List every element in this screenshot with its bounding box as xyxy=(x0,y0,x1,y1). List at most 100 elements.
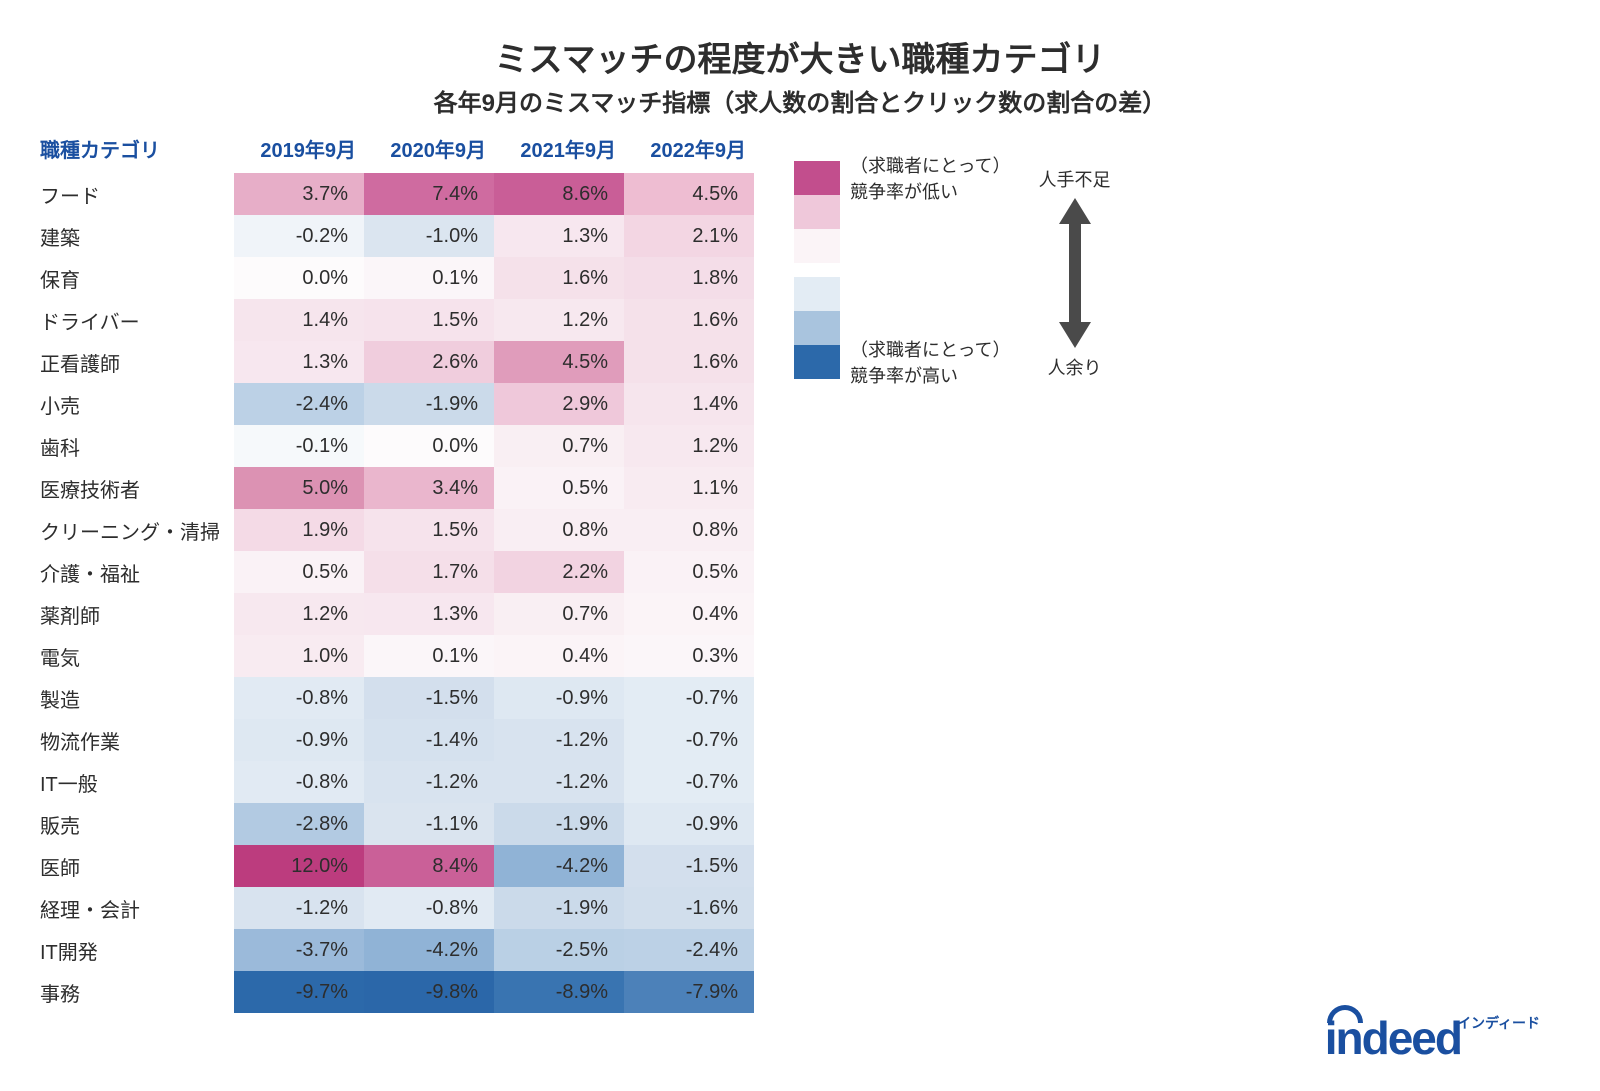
row-label: 正看護師 xyxy=(40,341,234,383)
heatmap-cell: 0.1% xyxy=(364,635,494,677)
heatmap-cell: -1.5% xyxy=(364,677,494,719)
heatmap-cell: -1.1% xyxy=(364,803,494,845)
heatmap-cell: 1.4% xyxy=(234,299,364,341)
row-label: 販売 xyxy=(40,803,234,845)
heatmap-cell: 1.8% xyxy=(624,257,754,299)
heatmap-cell: 1.6% xyxy=(624,341,754,383)
legend-swatch xyxy=(794,229,840,263)
row-label: 歯科 xyxy=(40,425,234,467)
heatmap-cell: 1.1% xyxy=(624,467,754,509)
heatmap-cell: 1.3% xyxy=(364,593,494,635)
legend-arrow-bot-label: 人余り xyxy=(1048,354,1102,380)
heatmap-cell: -0.2% xyxy=(234,215,364,257)
heatmap-cell: 0.0% xyxy=(364,425,494,467)
row-label: 小売 xyxy=(40,383,234,425)
heatmap-cell: 0.5% xyxy=(624,551,754,593)
logo-ruby: インディード xyxy=(1457,1013,1540,1033)
heatmap-cell: -1.2% xyxy=(364,761,494,803)
legend-arrow-top-label: 人手不足 xyxy=(1039,166,1111,192)
heatmap-cell: -1.6% xyxy=(624,887,754,929)
heatmap-cell: -1.0% xyxy=(364,215,494,257)
heatmap-cell: -8.9% xyxy=(494,971,624,1013)
table-row: 物流作業-0.9%-1.4%-1.2%-0.7% xyxy=(40,719,754,761)
heatmap-cell: -0.8% xyxy=(234,677,364,719)
row-label: IT一般 xyxy=(40,761,234,803)
row-label: 製造 xyxy=(40,677,234,719)
indeed-logo: indeed インディード xyxy=(1325,1013,1540,1061)
legend-row: （求職者にとって）競争率が高い xyxy=(794,345,1011,379)
heatmap-cell: -1.5% xyxy=(624,845,754,887)
heatmap-cell: 0.4% xyxy=(494,635,624,677)
heatmap-cell: -0.1% xyxy=(234,425,364,467)
chart-title: ミスマッチの程度が大きい職種カテゴリ xyxy=(40,32,1560,81)
legend-row: （求職者にとって）競争率が低い xyxy=(794,161,1011,195)
heatmap-cell: 1.5% xyxy=(364,509,494,551)
table-row: 正看護師1.3%2.6%4.5%1.6% xyxy=(40,341,754,383)
heatmap-cell: -9.7% xyxy=(234,971,364,1013)
heatmap-cell: 1.2% xyxy=(234,593,364,635)
row-label: IT開発 xyxy=(40,929,234,971)
heatmap-cell: -0.7% xyxy=(624,719,754,761)
table-row: 経理・会計-1.2%-0.8%-1.9%-1.6% xyxy=(40,887,754,929)
legend-arrow: 人手不足 人余り xyxy=(1039,166,1111,380)
table-row: 販売-2.8%-1.1%-1.9%-0.9% xyxy=(40,803,754,845)
table-row: 歯科-0.1%0.0%0.7%1.2% xyxy=(40,425,754,467)
column-header: 2022年9月 xyxy=(624,130,754,173)
heatmap-cell: 0.8% xyxy=(494,509,624,551)
table-row: IT開発-3.7%-4.2%-2.5%-2.4% xyxy=(40,929,754,971)
row-label: 電気 xyxy=(40,635,234,677)
heatmap-cell: 1.4% xyxy=(624,383,754,425)
table-row: 小売-2.4%-1.9%2.9%1.4% xyxy=(40,383,754,425)
heatmap-cell: -0.9% xyxy=(624,803,754,845)
heatmap-cell: 4.5% xyxy=(624,173,754,215)
legend-swatch xyxy=(794,195,840,229)
row-label: 介護・福祉 xyxy=(40,551,234,593)
legend-swatch xyxy=(794,311,840,345)
heatmap-cell: 1.3% xyxy=(234,341,364,383)
heatmap-cell: 0.3% xyxy=(624,635,754,677)
legend-swatch xyxy=(794,161,840,195)
heatmap-cell: 12.0% xyxy=(234,845,364,887)
double-arrow-icon xyxy=(1057,198,1093,348)
row-label: 物流作業 xyxy=(40,719,234,761)
heatmap-cell: -1.4% xyxy=(364,719,494,761)
legend-swatch xyxy=(794,277,840,311)
table-row: 製造-0.8%-1.5%-0.9%-0.7% xyxy=(40,677,754,719)
heatmap-cell: -2.8% xyxy=(234,803,364,845)
row-header-label: 職種カテゴリ xyxy=(40,130,234,173)
heatmap-cell: 8.4% xyxy=(364,845,494,887)
heatmap-cell: 0.8% xyxy=(624,509,754,551)
table-row: クリーニング・清掃1.9%1.5%0.8%0.8% xyxy=(40,509,754,551)
heatmap-cell: 1.7% xyxy=(364,551,494,593)
table-row: ドライバー1.4%1.5%1.2%1.6% xyxy=(40,299,754,341)
heatmap-cell: -2.5% xyxy=(494,929,624,971)
heatmap-cell: -0.9% xyxy=(494,677,624,719)
heatmap-cell: 4.5% xyxy=(494,341,624,383)
heatmap-cell: -4.2% xyxy=(364,929,494,971)
row-label: 建築 xyxy=(40,215,234,257)
legend-color-scale: （求職者にとって）競争率が低い （求職者にとって）競争率が高い xyxy=(794,161,1011,379)
heatmap-cell: -0.7% xyxy=(624,677,754,719)
table-row: 介護・福祉0.5%1.7%2.2%0.5% xyxy=(40,551,754,593)
heatmap-cell: 1.5% xyxy=(364,299,494,341)
heatmap-cell: 8.6% xyxy=(494,173,624,215)
heatmap-table: 職種カテゴリ2019年9月2020年9月2021年9月2022年9月フード3.7… xyxy=(40,130,754,1013)
heatmap-cell: -1.9% xyxy=(364,383,494,425)
row-label: 医師 xyxy=(40,845,234,887)
heatmap-cell: 1.0% xyxy=(234,635,364,677)
heatmap-cell: -7.9% xyxy=(624,971,754,1013)
table-row: 保育0.0%0.1%1.6%1.8% xyxy=(40,257,754,299)
heatmap-cell: -4.2% xyxy=(494,845,624,887)
chart-subtitle: 各年9月のミスマッチ指標（求人数の割合とクリック数の割合の差） xyxy=(40,83,1560,118)
table-row: 医療技術者5.0%3.4%0.5%1.1% xyxy=(40,467,754,509)
heatmap-cell: 0.5% xyxy=(494,467,624,509)
heatmap-cell: -1.9% xyxy=(494,803,624,845)
row-label: 事務 xyxy=(40,971,234,1013)
heatmap-cell: -3.7% xyxy=(234,929,364,971)
heatmap-cell: 1.6% xyxy=(624,299,754,341)
heatmap-cell: 1.9% xyxy=(234,509,364,551)
heatmap-cell: -1.2% xyxy=(494,719,624,761)
heatmap-cell: 1.2% xyxy=(494,299,624,341)
heatmap-cell: -0.7% xyxy=(624,761,754,803)
column-header: 2019年9月 xyxy=(234,130,364,173)
